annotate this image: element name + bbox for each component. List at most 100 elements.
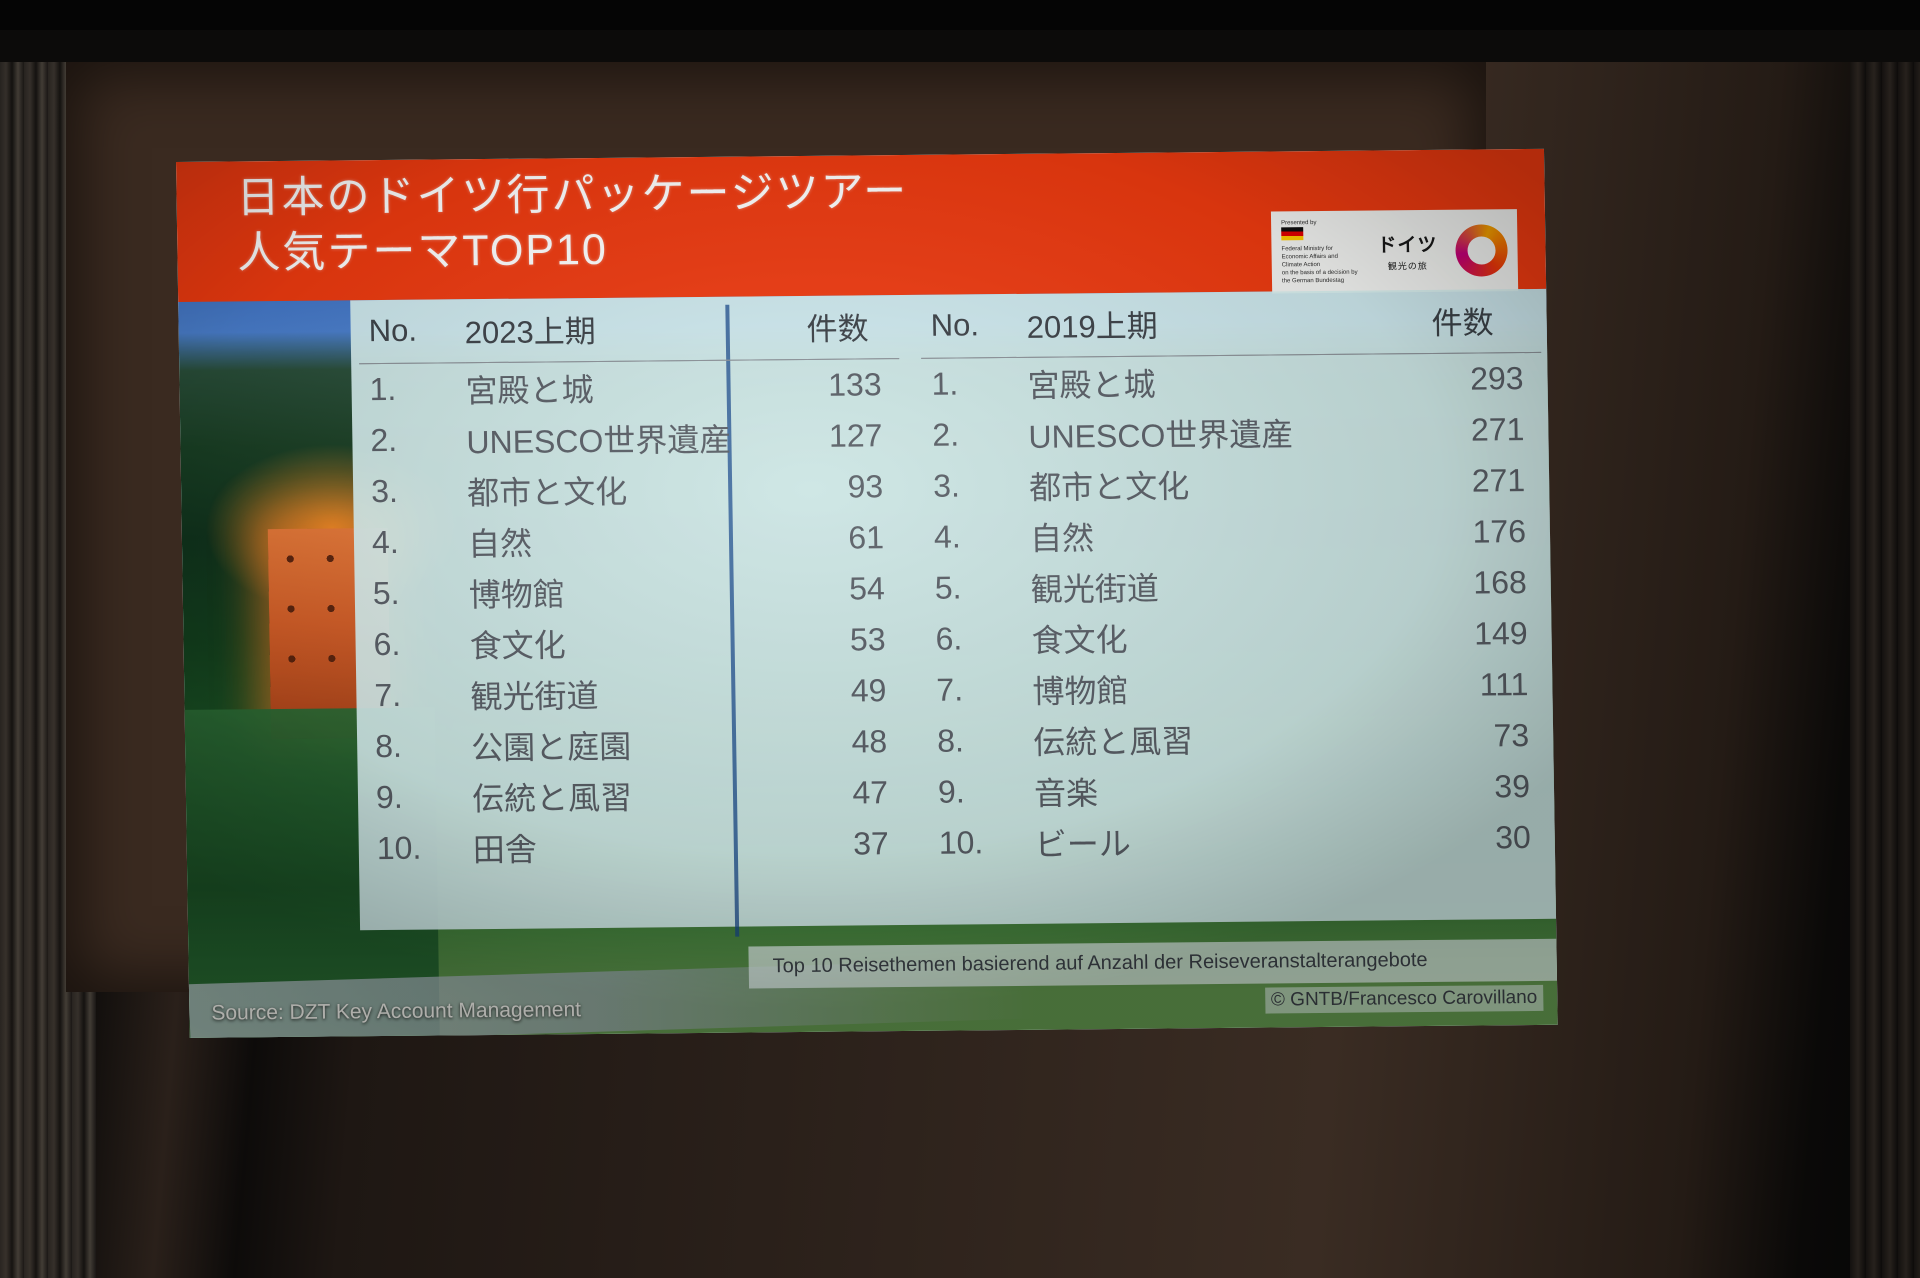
row-no: 2. xyxy=(932,416,960,453)
table-row: 4. 自然 176 xyxy=(924,506,1545,563)
table-row: 6. 食文化 53 xyxy=(363,614,904,670)
brand-text: ドイツ 観光の旅 xyxy=(1367,230,1448,273)
row-count: 53 xyxy=(849,621,886,658)
row-count: 176 xyxy=(1472,513,1527,550)
row-theme: ビール xyxy=(1034,825,1132,863)
row-count: 30 xyxy=(1494,819,1532,856)
slide-title-line2: 人気テーマTOP10 xyxy=(237,225,609,278)
row-theme: 食文化 xyxy=(469,626,566,664)
row-theme: 都市と文化 xyxy=(466,473,628,511)
table-row: 5. 観光街道 168 xyxy=(924,557,1545,614)
presentation-slide: 日本のドイツ行パッケージツアー 人気テーマTOP10 Presented by … xyxy=(176,148,1558,1038)
row-count: 133 xyxy=(827,366,882,403)
table-row: 9. 伝統と風習 47 xyxy=(366,767,907,823)
row-theme: 食文化 xyxy=(1031,621,1128,659)
row-no: 6. xyxy=(373,625,401,663)
table-2023: No. 2023上期 件数 1. 宮殿と城 133 2. UNESCO世界遺産 127 … xyxy=(358,303,907,874)
row-count: 48 xyxy=(851,723,888,760)
row-count: 61 xyxy=(848,519,885,556)
row-no: 5. xyxy=(372,574,400,612)
row-theme: 自然 xyxy=(1029,519,1095,557)
row-theme: 公園と庭園 xyxy=(470,728,632,766)
row-count: 127 xyxy=(828,417,883,454)
row-no: 1. xyxy=(931,365,959,402)
caption-band: Top 10 Reisethemen basierend auf Anzahl … xyxy=(748,938,1558,989)
photo-credit: © GNTB/Francesco Carovillano xyxy=(1264,984,1544,1014)
table-row: 7. 博物館 111 xyxy=(926,659,1547,716)
row-no: 3. xyxy=(370,472,399,510)
projected-slide-wrapper: 日本のドイツ行パッケージツアー 人気テーマTOP10 Presented by … xyxy=(176,148,1558,1038)
row-no: 6. xyxy=(935,620,963,657)
row-count: 73 xyxy=(1493,717,1530,754)
table-2019: No. 2019上期 件数 1. 宮殿と城 293 2. UNESCO世界遺産 271 … xyxy=(920,296,1549,869)
row-theme: UNESCO世界遺産 xyxy=(1028,415,1294,455)
row-theme: 博物館 xyxy=(468,575,566,613)
row-no: 4. xyxy=(933,518,961,555)
slide-title: 日本のドイツ行パッケージツアー 人気テーマTOP10 xyxy=(236,162,1168,281)
row-theme: 観光街道 xyxy=(1030,570,1160,608)
row-count: 47 xyxy=(852,774,889,811)
row-no: 5. xyxy=(934,569,962,606)
row-count: 168 xyxy=(1473,564,1528,601)
row-no: 4. xyxy=(371,523,399,561)
table-row: 7. 観光街道 49 xyxy=(364,665,905,721)
ceiling-edge xyxy=(0,0,1920,30)
table-row: 8. 公園と庭園 48 xyxy=(365,716,906,772)
row-no: 10. xyxy=(938,824,984,861)
eagle-mark-icon xyxy=(1455,224,1508,277)
brand-name: ドイツ xyxy=(1377,234,1438,257)
row-no: 9. xyxy=(937,773,965,810)
row-count: 149 xyxy=(1473,615,1528,652)
table-row: 2. UNESCO世界遺産 271 xyxy=(922,404,1543,461)
row-count: 271 xyxy=(1471,462,1526,499)
row-theme: 博物館 xyxy=(1032,672,1129,710)
row-theme: 伝統と風習 xyxy=(471,779,633,817)
table-header-row: No. 2023上期 件数 xyxy=(358,303,900,364)
table-row: 5. 博物館 54 xyxy=(362,563,903,619)
row-theme: 都市と文化 xyxy=(1028,467,1190,506)
table-row: 6. 食文化 149 xyxy=(925,608,1546,665)
ministry-line-1: Federal Ministry for Economic Affairs an… xyxy=(1281,245,1338,269)
table-row: 3. 都市と文化 93 xyxy=(361,461,902,517)
row-count: 54 xyxy=(848,570,886,607)
row-no: 3. xyxy=(932,467,961,504)
row-no: 8. xyxy=(936,722,965,759)
row-count: 39 xyxy=(1494,768,1531,805)
gntb-logo: Presented by Federal Ministry for Econom… xyxy=(1270,209,1519,294)
table-row: 4. 自然 61 xyxy=(362,512,903,568)
row-count: 293 xyxy=(1469,360,1524,397)
col-header-theme: 2023上期 xyxy=(464,313,596,351)
col-header-theme: 2019上期 xyxy=(1026,308,1158,345)
col-header-count: 件数 xyxy=(806,311,869,347)
ministry-logo: Presented by Federal Ministry for Econom… xyxy=(1281,219,1360,286)
col-header-no: No. xyxy=(368,312,418,348)
table-row: 1. 宮殿と城 293 xyxy=(921,352,1542,409)
row-theme: 音楽 xyxy=(1033,774,1099,812)
row-no: 9. xyxy=(375,778,403,816)
source-note: Source: DZT Key Account Management xyxy=(211,998,582,1025)
row-no: 2. xyxy=(370,421,398,459)
presented-by-label: Presented by xyxy=(1281,220,1317,227)
row-theme: 田舎 xyxy=(472,831,538,868)
slide-title-line1: 日本のドイツ行パッケージツアー xyxy=(236,167,909,223)
ministry-line-2: on the basis of a decision by the German… xyxy=(1281,269,1358,285)
row-theme: UNESCO世界遺産 xyxy=(466,421,732,460)
table-row: 3. 都市と文化 271 xyxy=(923,455,1544,512)
row-count: 271 xyxy=(1470,411,1525,448)
row-theme: 宮殿と城 xyxy=(465,371,594,409)
table-row: 2. UNESCO世界遺産 127 xyxy=(360,410,901,466)
row-theme: 伝統と風習 xyxy=(1032,722,1194,761)
row-no: 1. xyxy=(369,370,397,408)
table-row: 10. ビール 30 xyxy=(928,812,1549,869)
row-no: 10. xyxy=(376,829,422,867)
caption-text: Top 10 Reisethemen basierend auf Anzahl … xyxy=(772,949,1428,978)
row-count: 111 xyxy=(1479,666,1529,703)
table-row: 8. 伝統と風習 73 xyxy=(927,710,1548,767)
col-header-no: No. xyxy=(930,306,980,343)
row-theme: 宮殿と城 xyxy=(1027,366,1156,404)
table-row: 1. 宮殿と城 133 xyxy=(359,359,900,416)
row-count: 93 xyxy=(847,468,884,505)
projection-screen: 日本のドイツ行パッケージツアー 人気テーマTOP10 Presented by … xyxy=(66,62,1558,1038)
row-theme: 観光街道 xyxy=(470,677,599,715)
table-row: 9. 音楽 39 xyxy=(928,761,1549,818)
